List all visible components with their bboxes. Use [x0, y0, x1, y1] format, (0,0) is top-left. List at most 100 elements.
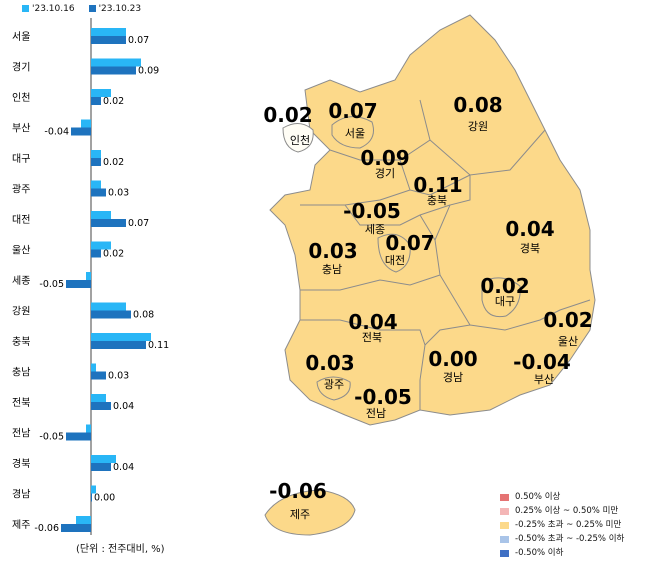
- bar-legend: '23.10.16 '23.10.23: [22, 4, 141, 14]
- bar-1023: [91, 97, 101, 105]
- bar-1016: [91, 302, 126, 311]
- bar-1023: [91, 249, 101, 258]
- data-label: 0.03: [108, 188, 129, 199]
- category-label: 부산: [12, 123, 30, 135]
- map-legend-swatch: [500, 549, 509, 557]
- region-name: 대구: [495, 295, 515, 308]
- bar-1016: [86, 424, 91, 433]
- category-label: 서울: [12, 31, 30, 43]
- legend-item-1016: '23.10.16: [22, 4, 75, 14]
- map-legend-swatch: [500, 507, 509, 515]
- bar-1016: [91, 363, 96, 372]
- region-value: 0.02: [543, 308, 592, 332]
- region-name: 인천: [290, 133, 310, 147]
- category-label: 전북: [12, 397, 30, 409]
- bar-1016: [91, 241, 111, 250]
- bar-1023: [66, 280, 91, 288]
- region-name: 충북: [427, 194, 447, 207]
- data-label: 0.02: [103, 157, 124, 168]
- legend-item-1023: '23.10.23: [88, 4, 142, 14]
- legend-label-1023: '23.10.23: [98, 4, 142, 14]
- region-value: 0.08: [453, 93, 502, 117]
- region-name: 울산: [558, 335, 578, 348]
- bar-1016: [91, 150, 101, 158]
- data-label: -0.06: [34, 523, 59, 534]
- map-legend-item: -0.25% 초과 ~ 0.25% 미만: [500, 518, 624, 532]
- map-legend: 0.50% 이상 0.25% 이상 ~ 0.50% 미만 -0.25% 초과 ~ 0…: [500, 490, 624, 560]
- map-legend-item: -0.50% 이하: [500, 546, 624, 560]
- region-name: 강원: [468, 120, 488, 133]
- region-value: -0.06: [269, 479, 327, 503]
- data-label: 0.07: [128, 35, 149, 46]
- region-name: 전남: [366, 407, 386, 420]
- region-value: 0.04: [505, 217, 554, 241]
- bar-1023: [66, 432, 91, 441]
- bar-1023: [61, 524, 91, 532]
- bar-1023: [91, 371, 106, 380]
- map-legend-item: 0.25% 이상 ~ 0.50% 미만: [500, 504, 624, 518]
- map-legend-label: -0.25% 초과 ~ 0.25% 미만: [515, 520, 622, 530]
- region-name: 경기: [375, 167, 395, 180]
- bar-1023: [91, 188, 106, 197]
- data-label: 0.09: [138, 66, 159, 77]
- category-label: 충남: [12, 367, 30, 379]
- region-name: 부산: [534, 373, 554, 386]
- region-value: 0.03: [305, 351, 354, 375]
- region-value: 0.11: [413, 173, 462, 197]
- region-value: 0.07: [385, 231, 434, 255]
- bar-1016: [91, 28, 126, 36]
- data-label: 0.03: [108, 371, 129, 382]
- map-legend-item: 0.50% 이상: [500, 490, 624, 504]
- data-label: 0.02: [103, 96, 124, 107]
- bar-1023: [91, 158, 101, 166]
- data-label: 0.11: [148, 340, 169, 351]
- bar-1016: [91, 89, 111, 97]
- gwangju-shape: [316, 376, 351, 401]
- region-name: 경남: [443, 371, 463, 384]
- seoul-shape: [331, 116, 374, 149]
- region-name: 충남: [322, 263, 342, 276]
- region-value: 0.02: [480, 274, 529, 298]
- data-label: 0.08: [133, 310, 154, 321]
- region-name: 세종: [365, 223, 385, 236]
- map-legend-item: -0.50% 초과 ~ -0.25% 이하: [500, 532, 624, 546]
- bar-1023: [91, 463, 111, 471]
- region-value: 0.09: [360, 146, 409, 170]
- bar-1016: [91, 180, 101, 189]
- map-legend-swatch: [500, 521, 509, 529]
- region-value: -0.05: [354, 385, 412, 409]
- category-label: 광주: [12, 184, 30, 196]
- data-label: 0.07: [128, 218, 149, 229]
- incheon-shape: [282, 123, 314, 153]
- bar-1016: [91, 394, 106, 402]
- bar-1016: [91, 58, 141, 67]
- category-label: 전남: [12, 428, 30, 440]
- category-label: 대전: [12, 214, 30, 226]
- region-value: 0.02: [263, 103, 312, 127]
- bar-1023: [91, 66, 136, 75]
- region-name: 경북: [520, 242, 540, 255]
- category-label: 제주: [12, 519, 30, 531]
- map-legend-swatch: [500, 493, 509, 501]
- region-name: 대전: [385, 254, 405, 267]
- category-label: 세종: [12, 275, 30, 287]
- region-name: 서울: [345, 127, 365, 140]
- map-legend-label: -0.50% 이하: [515, 548, 564, 558]
- map-legend-swatch: [500, 535, 509, 543]
- category-label: 경기: [12, 61, 30, 74]
- data-label: 0.04: [113, 462, 134, 473]
- bar-chart: 서울 0.07 경기 0.09 인천 0.02 부산 -0.04 대구 0.02 광주 0.03 대전 0…: [12, 18, 169, 535]
- bar-1016: [91, 211, 111, 219]
- region-value: -0.04: [513, 350, 571, 374]
- map-shapes: [264, 14, 596, 536]
- bar-1023: [91, 310, 131, 319]
- data-label: -0.05: [39, 432, 64, 443]
- bar-1016: [91, 333, 151, 341]
- bar-1016: [76, 516, 91, 524]
- jeju-shape: [264, 489, 356, 536]
- region-value: 0.00: [428, 347, 477, 371]
- unit-note: (단위 : 전주대비, %): [76, 544, 165, 555]
- category-label: 충북: [12, 336, 30, 348]
- daegu-shape: [481, 277, 521, 318]
